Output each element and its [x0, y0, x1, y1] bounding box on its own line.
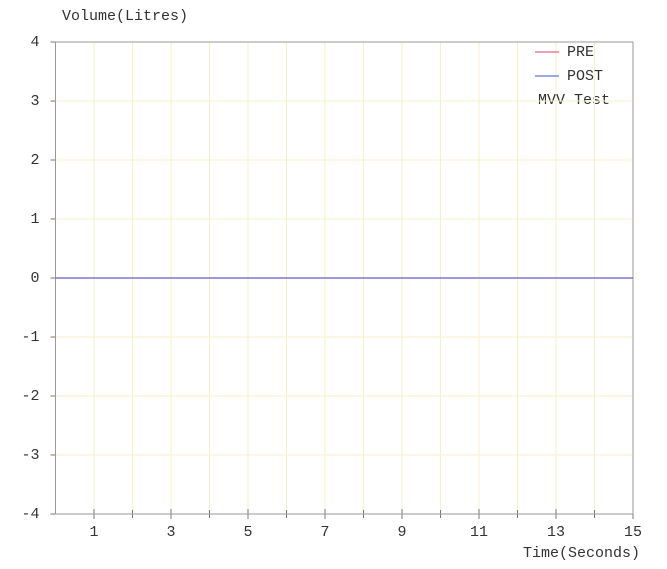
x-tick-label: 7 — [320, 524, 329, 541]
y-tick-label: 2 — [30, 152, 39, 169]
legend-label: PRE — [567, 44, 594, 61]
annotation: MVV Test — [538, 92, 610, 109]
y-tick-label: -4 — [21, 506, 39, 523]
x-tick-label: 5 — [243, 524, 252, 541]
x-tick-label: 3 — [166, 524, 175, 541]
legend-label: POST — [567, 68, 603, 85]
x-tick-label: 13 — [547, 524, 565, 541]
y-tick-label: 1 — [30, 211, 39, 228]
x-tick-label: 11 — [470, 524, 488, 541]
y-tick-label: -3 — [21, 447, 39, 464]
y-tick-label: 4 — [30, 34, 39, 51]
y-axis-label: Volume(Litres) — [62, 8, 188, 25]
x-tick-label: 9 — [397, 524, 406, 541]
y-tick-label: 0 — [30, 270, 39, 287]
x-tick-label: 1 — [89, 524, 98, 541]
x-axis-label: Time(Seconds) — [523, 545, 640, 562]
x-tick-label: 15 — [624, 524, 642, 541]
y-tick-label: 3 — [30, 93, 39, 110]
y-tick-label: -1 — [21, 329, 39, 346]
y-tick-label: -2 — [21, 388, 39, 405]
